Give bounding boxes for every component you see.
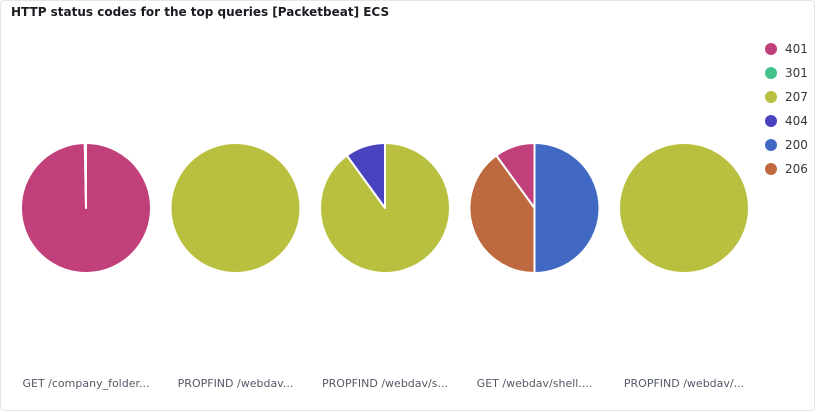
pie-label: GET /webdav/shell.... [476,377,593,390]
pie-slice-404[interactable] [345,142,386,209]
legend-item-404[interactable]: 404 [765,109,808,133]
legend-color-dot [765,163,777,175]
legend-item-200[interactable]: 200 [765,133,808,157]
pie-label: GET /company_folder... [22,377,150,390]
pie-slice-401[interactable] [495,142,536,209]
legend-label: 206 [785,162,808,176]
legend-color-dot [765,115,777,127]
legend-label: 301 [785,66,808,80]
pie-slice-200[interactable] [83,142,87,209]
pie-slice-207[interactable] [319,142,451,274]
pie-label: PROPFIND /webdav/s... [322,377,448,390]
pie-4[interactable] [468,142,601,274]
pie-label: PROPFIND /webdav/... [623,377,745,390]
pie-2[interactable] [169,142,302,274]
panel-title: HTTP status codes for the top queries [P… [11,5,390,19]
pie-5[interactable] [618,142,750,274]
pie-label: PROPFIND /webdav... [177,377,294,390]
legend-label: 207 [785,90,808,104]
pie-slice-200[interactable] [533,142,601,274]
pie-slice-207[interactable] [169,142,302,274]
legend-color-dot [765,67,777,79]
legend-label: 404 [785,114,808,128]
legend-color-dot [765,91,777,103]
legend-color-dot [765,139,777,151]
legend-label: 200 [785,138,808,152]
legend-label: 401 [785,42,808,56]
pie-slice-206[interactable] [468,154,536,274]
legend-item-206[interactable]: 206 [765,157,808,181]
chart-legend: 401 301 207 404 200 206 [765,37,808,181]
legend-color-dot [765,43,777,55]
legend-item-207[interactable]: 207 [765,85,808,109]
legend-item-301[interactable]: 301 [765,61,808,85]
pie-slice-207[interactable] [618,142,750,274]
pie-3[interactable] [319,142,451,274]
legend-item-401[interactable]: 401 [765,37,808,61]
pie-1[interactable] [20,142,152,274]
